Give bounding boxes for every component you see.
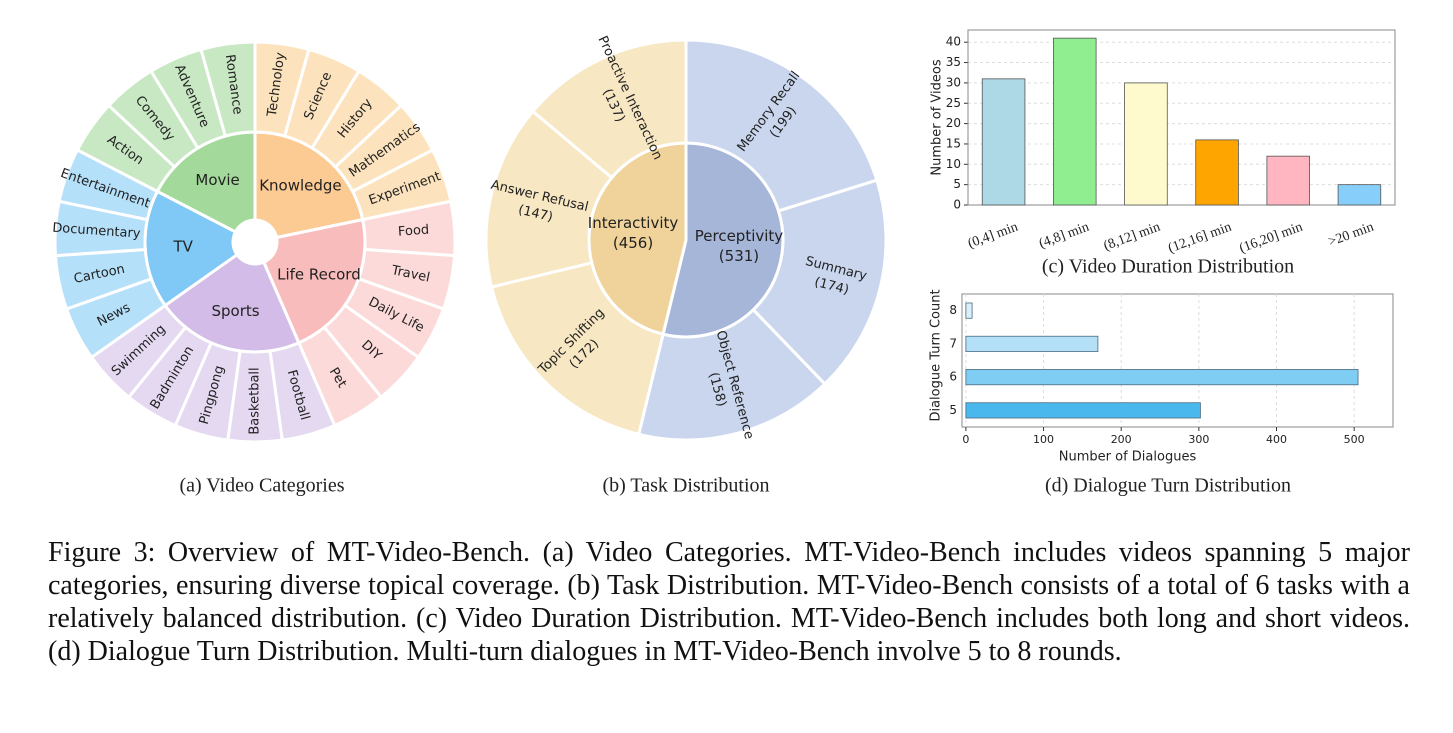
inner-label: Movie — [195, 171, 239, 189]
y-tick-label: 15 — [946, 136, 961, 150]
outer-wedge — [636, 307, 827, 442]
y-tick-label: 6 — [949, 370, 957, 384]
bar — [1195, 139, 1239, 206]
y-tick-label: 20 — [946, 116, 961, 130]
x-tick-label: 500 — [1344, 433, 1365, 446]
bar — [1337, 184, 1382, 206]
outer-wedge — [751, 178, 888, 387]
inner-label: Sports — [212, 302, 260, 320]
bar — [1053, 37, 1097, 206]
inner-label: Knowledge — [259, 177, 341, 195]
bar — [965, 302, 973, 319]
outer-wedge — [530, 38, 688, 180]
x-tick-label: 200 — [1111, 433, 1132, 446]
x-tick-label: 300 — [1188, 433, 1209, 446]
plot-frame — [961, 293, 1394, 428]
y-tick-label: 7 — [949, 336, 957, 350]
chart-title: (d) Dialogue Turn Distribution — [1045, 475, 1291, 497]
x-tick-label: >20 min — [1326, 220, 1375, 250]
y-tick-label: 0 — [953, 198, 961, 212]
y-tick-label: 5 — [949, 403, 957, 417]
inner-value-label: (531) — [719, 247, 759, 265]
y-tick-label: 5 — [953, 177, 961, 191]
bar — [965, 402, 1201, 419]
bar — [965, 369, 1359, 386]
inner-label: Interactivity — [588, 214, 679, 232]
y-tick-label: 40 — [946, 35, 961, 49]
x-axis-label: Number of Dialogues — [1059, 450, 1197, 465]
y-tick-label: 25 — [946, 96, 961, 110]
inner-label: Life Record — [277, 266, 361, 284]
y-tick-label: 10 — [946, 157, 961, 171]
x-tick-label: 100 — [1033, 433, 1054, 446]
inner-label: Perceptivity — [695, 227, 784, 245]
y-tick-label: 30 — [946, 75, 961, 89]
chart-title: (a) Video Categories — [179, 475, 344, 497]
outer-wedge — [199, 40, 257, 138]
outer-wedge — [684, 38, 879, 213]
x-tick-label: (8,12] min — [1102, 220, 1163, 254]
y-tick-label: 35 — [946, 55, 961, 69]
x-tick-label: (4,8] min — [1037, 220, 1091, 252]
outer-wedge — [489, 260, 665, 437]
bar — [1124, 82, 1168, 206]
inner-label: TV — [172, 237, 193, 255]
bar — [981, 78, 1026, 206]
chart-title: (b) Task Distribution — [602, 475, 769, 497]
y-tick-label: 8 — [949, 303, 957, 317]
outer-label: Basketball — [248, 367, 263, 434]
outer-label: Food — [398, 223, 430, 240]
inner-value-label: (456) — [613, 234, 653, 252]
x-tick-label: 0 — [962, 433, 969, 446]
plot-frame — [967, 29, 1396, 206]
figure-caption: Figure 3: Overview of MT-Video-Bench. (a… — [48, 537, 1410, 667]
x-tick-label: (0,4] min — [966, 220, 1020, 252]
bar — [965, 335, 1099, 352]
outer-label: Documentary — [52, 221, 141, 242]
y-axis-label: Dialogue Turn Count — [929, 289, 944, 421]
y-axis-label: Number of Videos — [930, 59, 945, 175]
bar — [1266, 155, 1311, 206]
chart-title: (c) Video Duration Distribution — [1042, 256, 1294, 278]
x-tick-label: (12,16] min — [1166, 220, 1233, 257]
x-tick-label: 400 — [1266, 433, 1287, 446]
x-tick-label: (16,20] min — [1237, 220, 1304, 257]
